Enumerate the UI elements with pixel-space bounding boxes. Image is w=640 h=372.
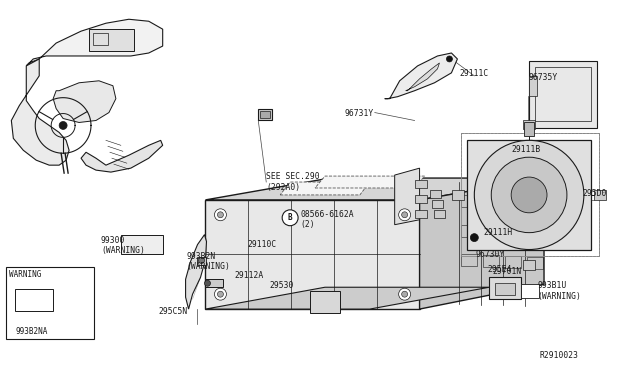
Polygon shape: [315, 176, 424, 188]
Text: 295C5N: 295C5N: [159, 307, 188, 316]
Bar: [15, 289, 53, 311]
Circle shape: [402, 212, 408, 218]
Bar: [452, 190, 465, 200]
Text: 993B1U
(WARNING): 993B1U (WARNING): [537, 281, 581, 301]
Circle shape: [198, 257, 205, 263]
Text: 295E4: 295E4: [487, 265, 511, 275]
Bar: [415, 195, 426, 203]
Text: 96731Y: 96731Y: [344, 109, 374, 118]
Text: 29110C: 29110C: [247, 240, 276, 248]
Circle shape: [214, 209, 227, 221]
Text: 29701N: 29701N: [492, 267, 522, 276]
Bar: [523, 119, 535, 129]
Circle shape: [282, 210, 298, 226]
Bar: [259, 109, 272, 119]
Bar: [93, 33, 108, 45]
Circle shape: [214, 288, 227, 300]
Bar: [523, 260, 535, 270]
Circle shape: [402, 291, 408, 297]
Text: 29111H: 29111H: [483, 228, 513, 237]
Bar: [415, 210, 426, 218]
Text: 08566-6162A
(2): 08566-6162A (2): [300, 210, 354, 229]
Polygon shape: [205, 200, 420, 309]
Polygon shape: [395, 168, 420, 225]
Text: SEE SEC.290
(292A0): SEE SEC.290 (292A0): [266, 172, 320, 192]
Bar: [527, 228, 543, 240]
Circle shape: [399, 209, 411, 221]
Polygon shape: [205, 178, 544, 200]
Circle shape: [218, 212, 223, 218]
Circle shape: [399, 288, 411, 300]
Bar: [89, 29, 134, 51]
Bar: [260, 110, 270, 118]
Polygon shape: [53, 81, 116, 122]
Text: WARNING: WARNING: [10, 270, 42, 279]
Bar: [461, 254, 477, 266]
Bar: [489, 277, 521, 299]
Bar: [524, 122, 534, 137]
Bar: [495, 283, 515, 295]
Polygon shape: [81, 140, 163, 172]
Text: 29112A: 29112A: [234, 271, 264, 280]
Bar: [527, 198, 543, 210]
Bar: [429, 190, 442, 198]
Bar: [205, 279, 223, 287]
Bar: [505, 197, 521, 209]
Bar: [529, 61, 596, 128]
Polygon shape: [12, 59, 69, 165]
Bar: [594, 190, 605, 200]
Text: 29111B: 29111B: [511, 145, 540, 154]
Polygon shape: [385, 53, 458, 99]
Bar: [121, 235, 163, 254]
Bar: [433, 210, 445, 218]
Bar: [310, 291, 340, 313]
Polygon shape: [186, 235, 207, 309]
Circle shape: [447, 56, 452, 62]
Circle shape: [218, 291, 223, 297]
Text: 99300
(WARNING): 99300 (WARNING): [101, 235, 145, 255]
Bar: [527, 257, 543, 269]
Circle shape: [59, 122, 67, 129]
Text: 295D0: 295D0: [583, 189, 607, 198]
Bar: [415, 180, 426, 188]
Polygon shape: [26, 19, 163, 66]
Text: 993B2N
(WARNING): 993B2N (WARNING): [186, 251, 230, 271]
Circle shape: [492, 157, 567, 232]
Bar: [431, 200, 444, 208]
Bar: [483, 196, 499, 208]
Bar: [505, 227, 521, 238]
Text: 29530: 29530: [269, 281, 294, 290]
Circle shape: [474, 140, 584, 250]
Bar: [461, 134, 599, 256]
Text: 96735Y: 96735Y: [528, 73, 557, 82]
Circle shape: [470, 234, 478, 241]
Polygon shape: [529, 76, 537, 96]
Bar: [483, 226, 499, 238]
Polygon shape: [205, 287, 489, 309]
Circle shape: [511, 177, 547, 213]
Text: 29111C: 29111C: [460, 69, 489, 78]
Bar: [535, 67, 591, 122]
Bar: [196, 257, 207, 265]
Circle shape: [205, 280, 211, 286]
Bar: [461, 195, 477, 207]
Text: 96730Y: 96730Y: [476, 250, 504, 259]
Text: R2910023: R2910023: [539, 351, 578, 360]
Bar: [461, 225, 477, 237]
Bar: [505, 256, 521, 268]
Polygon shape: [420, 178, 544, 309]
Polygon shape: [406, 63, 440, 91]
Bar: [467, 140, 591, 250]
Bar: [521, 284, 539, 298]
Bar: [6, 267, 94, 339]
Polygon shape: [280, 182, 370, 195]
Text: B: B: [288, 213, 292, 222]
Text: 993B2NA: 993B2NA: [15, 327, 47, 336]
Bar: [483, 256, 499, 267]
